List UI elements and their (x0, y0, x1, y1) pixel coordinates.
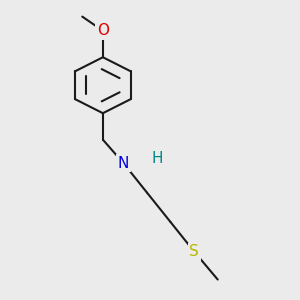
Text: H: H (152, 151, 163, 166)
Text: N: N (118, 156, 129, 171)
Text: O: O (97, 23, 109, 38)
Text: S: S (189, 244, 199, 259)
